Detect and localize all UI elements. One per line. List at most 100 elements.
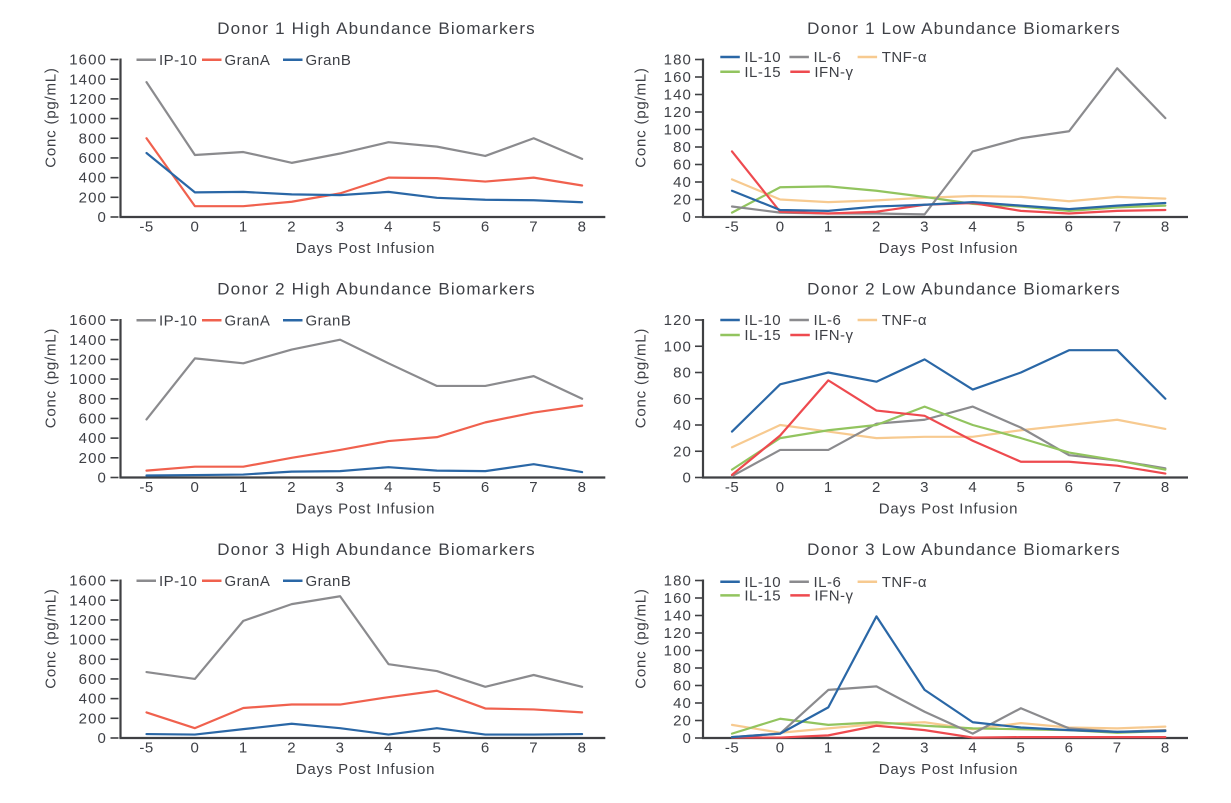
svg-text:80: 80 — [673, 660, 692, 677]
svg-text:Donor 2 High Abundance Biomark: Donor 2 High Abundance Biomarkers — [217, 280, 536, 299]
svg-text:GranA: GranA — [225, 573, 271, 590]
svg-text:-5: -5 — [725, 219, 739, 236]
svg-text:IP-10: IP-10 — [159, 52, 197, 69]
svg-text:IL-10: IL-10 — [744, 574, 781, 591]
svg-text:8: 8 — [578, 219, 587, 236]
svg-text:3: 3 — [336, 740, 345, 757]
svg-text:800: 800 — [79, 651, 107, 668]
svg-text:140: 140 — [664, 87, 692, 104]
svg-text:800: 800 — [79, 130, 107, 147]
svg-text:40: 40 — [673, 417, 692, 434]
svg-text:200: 200 — [79, 189, 107, 206]
svg-text:7: 7 — [1113, 479, 1122, 496]
svg-text:100: 100 — [664, 122, 692, 139]
svg-text:6: 6 — [481, 740, 490, 757]
svg-text:1000: 1000 — [69, 371, 107, 388]
svg-text:8: 8 — [1161, 479, 1170, 496]
svg-text:7: 7 — [1113, 219, 1122, 236]
svg-text:8: 8 — [578, 479, 587, 496]
svg-text:180: 180 — [664, 573, 692, 590]
svg-text:0: 0 — [683, 730, 692, 747]
svg-text:Conc (pg/mL): Conc (pg/mL) — [43, 588, 60, 688]
svg-text:Days Post Infusion: Days Post Infusion — [879, 240, 1018, 257]
svg-text:400: 400 — [79, 170, 107, 187]
svg-text:TNF-α: TNF-α — [882, 312, 927, 329]
svg-text:Conc (pg/mL): Conc (pg/mL) — [43, 67, 60, 167]
svg-text:600: 600 — [79, 150, 107, 167]
svg-text:100: 100 — [664, 643, 692, 660]
svg-text:IL-6: IL-6 — [814, 49, 842, 66]
svg-text:3: 3 — [336, 219, 345, 236]
svg-text:Donor 1 High Abundance Biomark: Donor 1 High Abundance Biomarkers — [217, 19, 536, 38]
svg-text:IL-15: IL-15 — [744, 588, 781, 605]
svg-text:400: 400 — [79, 691, 107, 708]
svg-text:0: 0 — [776, 219, 785, 236]
svg-text:Conc (pg/mL): Conc (pg/mL) — [633, 588, 650, 688]
svg-text:600: 600 — [79, 411, 107, 428]
svg-text:IFN-γ: IFN-γ — [814, 588, 853, 605]
svg-text:20: 20 — [673, 443, 692, 460]
svg-text:IL-6: IL-6 — [814, 312, 842, 329]
svg-text:GranA: GranA — [225, 52, 271, 69]
svg-text:IFN-γ: IFN-γ — [814, 64, 853, 81]
svg-text:6: 6 — [481, 219, 490, 236]
svg-text:-5: -5 — [725, 740, 739, 757]
svg-text:800: 800 — [79, 391, 107, 408]
svg-text:600: 600 — [79, 671, 107, 688]
svg-text:8: 8 — [1161, 219, 1170, 236]
svg-text:1: 1 — [239, 479, 248, 496]
svg-text:1200: 1200 — [69, 351, 107, 368]
svg-text:4: 4 — [968, 740, 977, 757]
svg-text:Donor 2 Low Abundance Biomarke: Donor 2 Low Abundance Biomarkers — [807, 280, 1121, 299]
svg-text:1200: 1200 — [69, 91, 107, 108]
svg-text:TNF-α: TNF-α — [882, 49, 927, 66]
svg-text:100: 100 — [664, 338, 692, 355]
svg-text:IL-10: IL-10 — [744, 312, 781, 329]
svg-text:5: 5 — [1016, 740, 1025, 757]
svg-text:3: 3 — [920, 219, 929, 236]
svg-text:0: 0 — [98, 209, 107, 226]
svg-text:5: 5 — [432, 219, 441, 236]
svg-text:4: 4 — [384, 479, 393, 496]
svg-text:1400: 1400 — [69, 592, 107, 609]
svg-text:Days Post Infusion: Days Post Infusion — [296, 501, 435, 518]
svg-text:4: 4 — [968, 479, 977, 496]
svg-text:1: 1 — [239, 740, 248, 757]
svg-text:3: 3 — [336, 479, 345, 496]
svg-text:IL-15: IL-15 — [744, 327, 781, 344]
svg-text:-5: -5 — [139, 479, 153, 496]
svg-text:1600: 1600 — [69, 312, 107, 329]
svg-text:Days Post Infusion: Days Post Infusion — [879, 501, 1018, 518]
svg-text:2: 2 — [287, 740, 296, 757]
svg-text:Days Post Infusion: Days Post Infusion — [879, 761, 1018, 778]
svg-text:IFN-γ: IFN-γ — [814, 327, 853, 344]
svg-text:8: 8 — [1161, 740, 1170, 757]
svg-text:7: 7 — [529, 740, 538, 757]
svg-text:6: 6 — [1065, 219, 1074, 236]
svg-text:0: 0 — [98, 470, 107, 487]
svg-text:0: 0 — [190, 479, 199, 496]
svg-text:2: 2 — [872, 740, 881, 757]
svg-text:140: 140 — [664, 608, 692, 625]
svg-text:1: 1 — [824, 479, 833, 496]
svg-text:-5: -5 — [139, 219, 153, 236]
svg-text:2: 2 — [872, 479, 881, 496]
svg-text:120: 120 — [664, 312, 692, 329]
svg-text:Conc (pg/mL): Conc (pg/mL) — [43, 328, 60, 428]
svg-text:GranA: GranA — [225, 312, 271, 329]
svg-text:IL-6: IL-6 — [814, 574, 842, 591]
svg-text:IP-10: IP-10 — [159, 312, 197, 329]
svg-text:40: 40 — [673, 695, 692, 712]
svg-text:80: 80 — [673, 139, 692, 156]
svg-text:20: 20 — [673, 192, 692, 209]
svg-text:0: 0 — [683, 470, 692, 487]
svg-text:7: 7 — [1113, 740, 1122, 757]
svg-text:60: 60 — [673, 678, 692, 695]
svg-text:GranB: GranB — [306, 573, 352, 590]
svg-text:1000: 1000 — [69, 632, 107, 649]
svg-text:GranB: GranB — [306, 52, 352, 69]
svg-text:6: 6 — [1065, 479, 1074, 496]
svg-text:5: 5 — [432, 740, 441, 757]
svg-text:1400: 1400 — [69, 71, 107, 88]
svg-text:0: 0 — [776, 740, 785, 757]
